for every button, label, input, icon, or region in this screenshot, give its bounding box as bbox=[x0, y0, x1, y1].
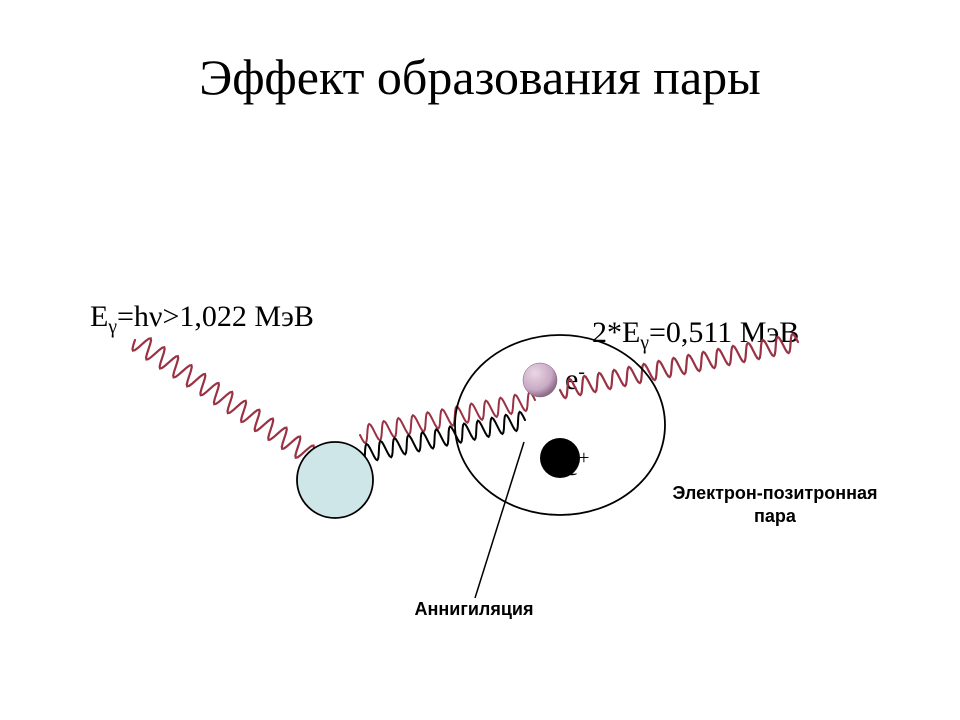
positron-particle bbox=[540, 438, 580, 478]
nucleus-circle bbox=[297, 442, 373, 518]
diagram-stage: Эффект образования пары Eγ=hν>1,022 МэВ … bbox=[0, 0, 960, 720]
annihilation-pointer-line bbox=[475, 442, 524, 598]
incoming-gamma-wave bbox=[133, 338, 328, 466]
outgoing-gamma-wave bbox=[560, 334, 798, 398]
electron-particle bbox=[523, 363, 557, 397]
diagram-svg bbox=[0, 0, 960, 720]
pair-boundary-ellipse bbox=[455, 335, 665, 515]
annihilation-wave-lower bbox=[358, 412, 525, 463]
